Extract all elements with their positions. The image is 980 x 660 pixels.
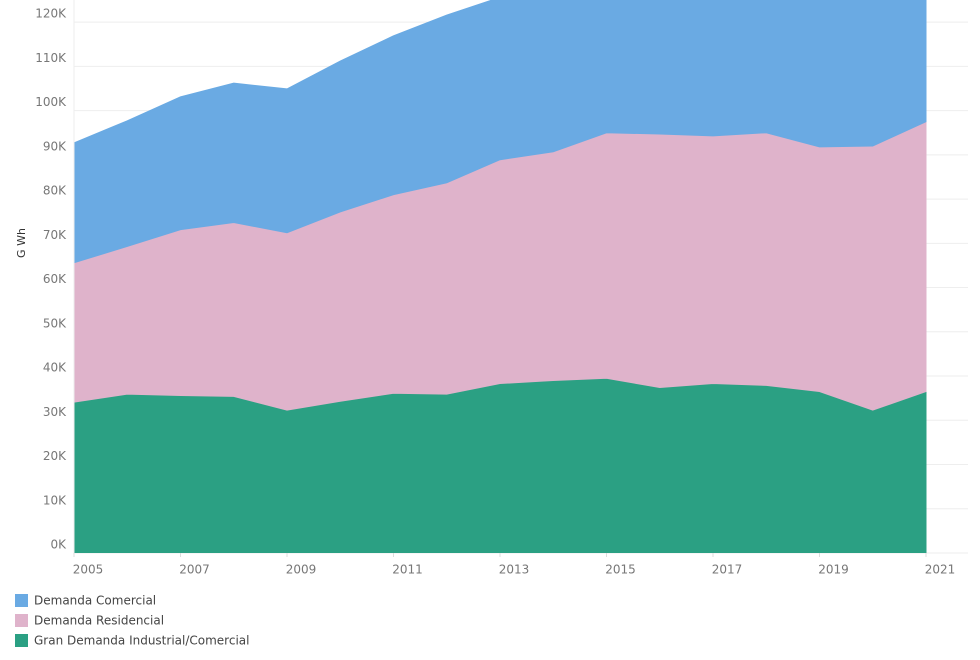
y-tick-label: 70K [43,228,67,242]
x-tick-label: 2017 [712,563,743,577]
y-tick-label: 20K [43,449,67,463]
legend-label: Demanda Residencial [34,614,164,628]
legend-label: Demanda Comercial [34,594,156,608]
y-tick-label: 0K [50,538,67,552]
x-tick-label: 2009 [286,563,317,577]
legend-label: Gran Demanda Industrial/Comercial [34,634,249,648]
x-tick-label: 2005 [73,563,104,577]
y-tick-label: 30K [43,405,67,419]
y-tick-label: 40K [43,361,67,375]
y-tick-label: 120K [35,7,67,21]
y-tick-label: 90K [43,139,67,153]
x-tick-label: 2013 [499,563,530,577]
y-tick-label: 60K [43,272,67,286]
area [74,0,927,264]
x-tick-label: 2007 [179,563,210,577]
x-tick-label: 2021 [925,563,956,577]
x-tick-label: 2015 [605,563,636,577]
legend-swatch [15,634,28,647]
area [74,377,927,553]
x-tick-label: 2019 [818,563,849,577]
legend-swatch [15,594,28,607]
y-tick-label: 100K [35,95,67,109]
y-tick-label: 80K [43,184,67,198]
y-tick-label: 110K [35,51,67,65]
x-tick-label: 2011 [392,563,423,577]
legend-swatch [15,614,28,627]
y-axis-label: G Wh [15,228,28,258]
y-tick-label: 50K [43,316,67,330]
y-tick-label: 10K [43,493,67,507]
